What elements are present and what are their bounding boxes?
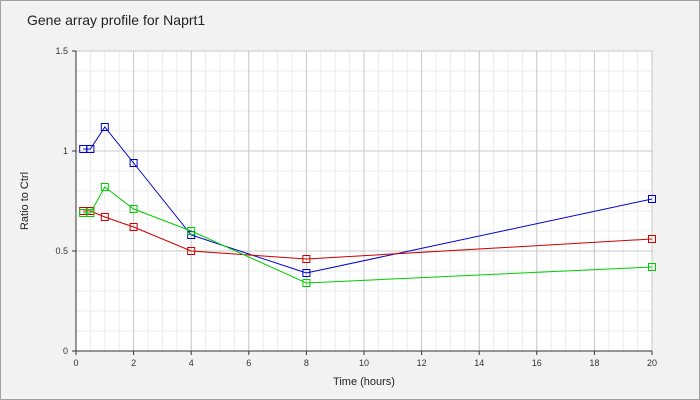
series-point-1: [129, 223, 138, 231]
series-point-0: [648, 195, 656, 203]
x-tick-label: 20: [647, 358, 657, 368]
y-tick-label: 0.5: [55, 246, 68, 256]
series-line-1: [83, 210, 653, 260]
grid-layer: [75, 50, 653, 352]
series-point-2: [302, 279, 311, 287]
series-line-2: [83, 186, 653, 284]
series-point-1: [302, 255, 311, 263]
x-tick-label: 6: [246, 358, 251, 368]
x-tick-label: 18: [589, 358, 599, 368]
series-point-0: [100, 123, 109, 131]
y-axis-title: Ratio to Ctrl: [19, 172, 31, 230]
x-tick-label: 0: [73, 358, 78, 368]
series-point-2: [187, 227, 196, 235]
x-tick-label: 2: [131, 358, 136, 368]
series-point-0: [129, 159, 138, 167]
x-tick-label: 10: [359, 358, 369, 368]
series-point-0: [86, 145, 95, 153]
series-point-2: [129, 205, 138, 213]
chart-title: Gene array profile for Naprt1: [27, 12, 206, 28]
series-line-0: [83, 126, 653, 274]
series-point-2: [648, 263, 656, 271]
x-tick-label: 8: [304, 358, 309, 368]
series-layer: [79, 123, 656, 287]
label-layer: 0 2 4 6 8 10 12 14 16 18 20 0 0.5 1 1.5 Time (hours) Rat…: [19, 46, 657, 388]
y-tick-label: 0: [63, 346, 68, 356]
y-tick-label: 1.5: [55, 46, 68, 56]
x-tick-label: 4: [189, 358, 194, 368]
x-axis-title: Time (hours): [333, 376, 395, 388]
series-point-1: [187, 247, 196, 255]
series-point-1: [648, 235, 656, 243]
x-tick-label: 16: [532, 358, 542, 368]
series-point-0: [302, 269, 311, 277]
series-point-1: [100, 213, 109, 221]
x-tick-label: 12: [417, 358, 427, 368]
axis-layer: [72, 50, 653, 355]
series-point-2: [86, 209, 95, 217]
x-tick-label: 14: [474, 358, 484, 368]
y-tick-label: 1: [63, 146, 68, 156]
series-point-2: [100, 183, 109, 191]
